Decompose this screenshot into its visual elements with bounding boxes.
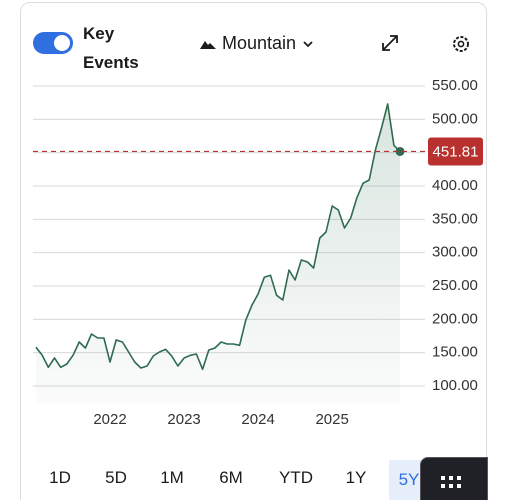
menu-button[interactable] xyxy=(420,457,488,500)
price-line xyxy=(35,103,401,371)
y-tick-label: 350.00 xyxy=(432,210,478,227)
reference-label-box xyxy=(428,137,483,166)
y-tick-label: 200.00 xyxy=(432,310,478,327)
settings-icon[interactable] xyxy=(453,36,469,52)
x-tick-label: 2025 xyxy=(315,411,348,428)
chevron xyxy=(303,40,313,47)
reference-label: 451.81 xyxy=(433,143,479,160)
area-fill xyxy=(36,104,401,404)
y-tick-label: 100.00 xyxy=(432,377,478,394)
range-button[interactable]: 1M xyxy=(160,468,184,487)
y-tick-label: 250.00 xyxy=(432,277,478,294)
y-tick-label: 400.00 xyxy=(432,177,478,194)
card xyxy=(20,2,487,500)
last-point xyxy=(395,146,405,156)
y-tick-label: 550.00 xyxy=(432,77,478,94)
range-button[interactable]: 5D xyxy=(105,468,127,487)
grid-icon xyxy=(441,476,461,488)
chart-style-label: Mountain xyxy=(222,33,297,53)
x-tick-label: 2024 xyxy=(241,411,274,428)
mountain-icon xyxy=(200,40,216,49)
range-button[interactable]: 6M xyxy=(219,468,243,487)
range-button[interactable]: 1Y xyxy=(345,468,367,487)
x-tick-label: 2022 xyxy=(93,411,126,428)
expand-icon[interactable] xyxy=(382,35,398,51)
y-tick-label: 150.00 xyxy=(432,344,478,361)
y-tick-label: 500.00 xyxy=(432,110,478,127)
y-tick-label: 300.00 xyxy=(432,244,478,261)
chart-style-select[interactable]: Mountain xyxy=(200,33,314,54)
key-events-toggle[interactable] xyxy=(33,32,73,54)
x-tick-label: 2023 xyxy=(167,411,200,428)
toggle-label: Key Events xyxy=(83,24,139,72)
range-button[interactable]: YTD xyxy=(279,468,313,487)
range-button[interactable]: 1D xyxy=(49,468,71,487)
